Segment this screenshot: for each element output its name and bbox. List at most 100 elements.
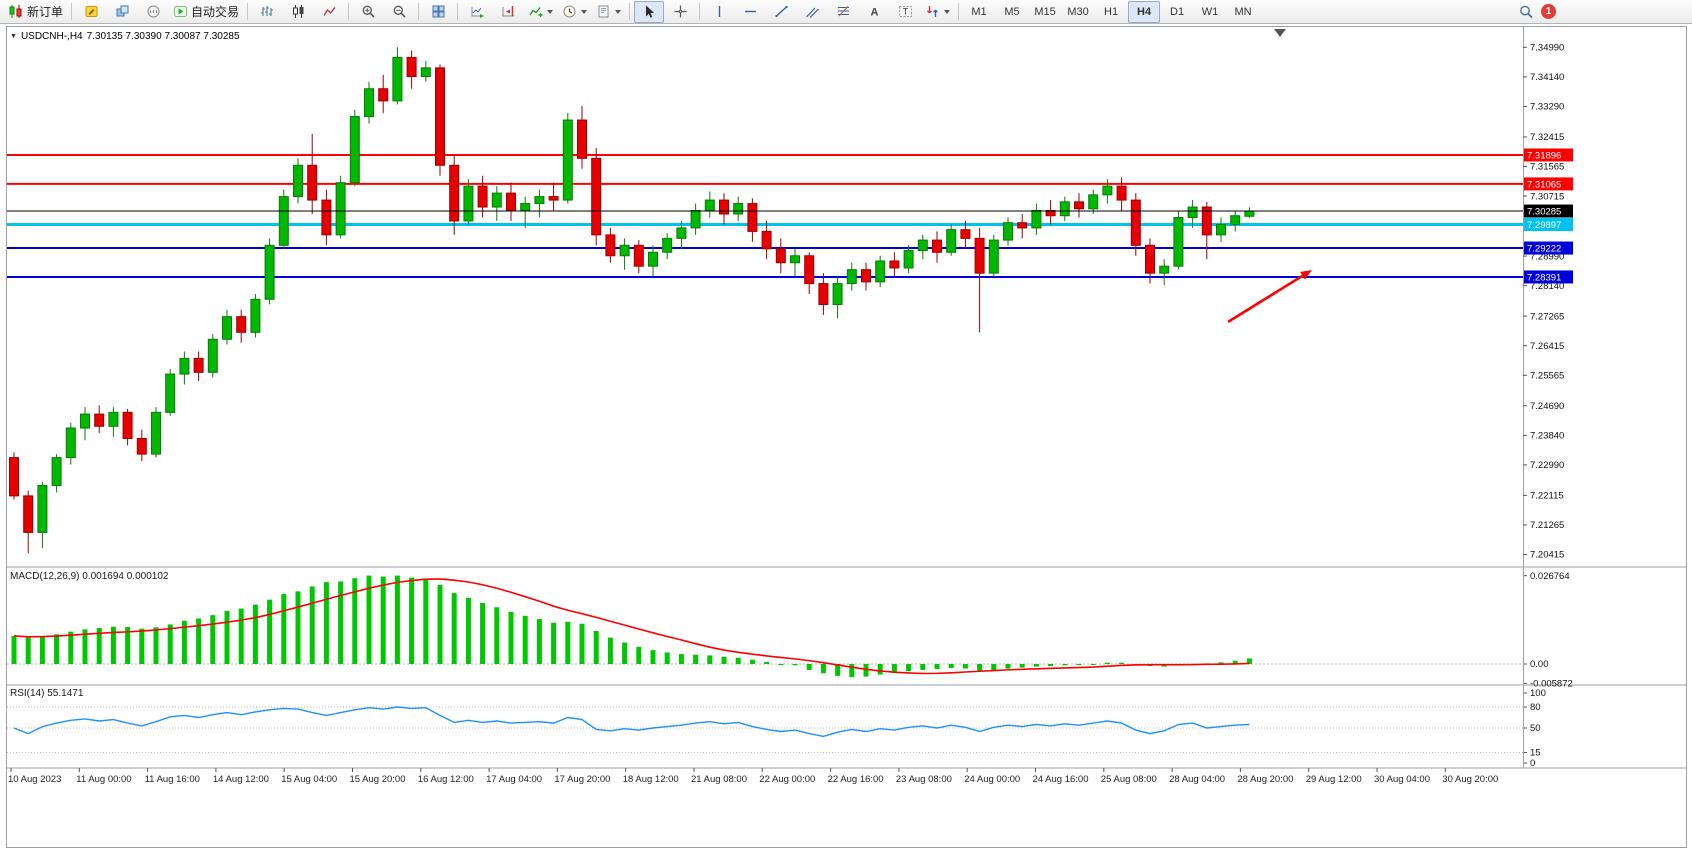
price-axis[interactable] — [1524, 27, 1684, 768]
time-axis-label: 22 Aug 00:00 — [759, 774, 815, 785]
templates-button[interactable] — [592, 1, 625, 23]
time-axis-label: 17 Aug 20:00 — [554, 774, 610, 785]
timeframe-m5-button[interactable]: M5 — [1004, 5, 1020, 18]
price-axis-label: 7.24690 — [1530, 401, 1564, 412]
bar-chart-button[interactable] — [252, 1, 282, 23]
macd-bar — [1019, 664, 1025, 668]
label-icon: T — [898, 4, 913, 19]
time-axis[interactable] — [7, 768, 1686, 790]
macd-bar — [934, 664, 940, 669]
candle — [1230, 210, 1241, 232]
timeframe-m30-button[interactable]: M30 — [1067, 5, 1089, 18]
macd-bar — [409, 577, 415, 664]
autotrading-button[interactable]: 自动交易 — [169, 1, 243, 23]
candle — [960, 220, 971, 249]
chart-shift-button[interactable] — [493, 1, 523, 23]
price-axis-label: 7.34990 — [1530, 43, 1564, 54]
time-axis-label: 22 Aug 16:00 — [828, 774, 884, 785]
metaeditor-button[interactable] — [76, 1, 106, 23]
price-axis-label: 7.27265 — [1530, 311, 1564, 322]
timeframe-mn-button[interactable]: MN — [1234, 5, 1252, 18]
trend-arrow[interactable] — [1227, 270, 1312, 323]
periods-button[interactable] — [558, 1, 591, 23]
candle — [548, 182, 559, 211]
auto-scroll-button[interactable] — [462, 1, 492, 23]
candle — [832, 276, 843, 319]
macd-bar — [820, 664, 826, 674]
candle — [65, 422, 76, 465]
macd-bar — [735, 657, 741, 664]
rsi-axis-label: 50 — [1530, 723, 1541, 734]
metaquotes-button[interactable] — [138, 1, 168, 23]
fibonacci-tool-button[interactable] — [828, 1, 858, 23]
clock-icon — [562, 4, 577, 19]
zoom-out-button[interactable] — [384, 1, 414, 23]
channel-tool-button[interactable] — [797, 1, 827, 23]
rsi-label: RSI(14) 55.1471 — [10, 688, 84, 699]
time-axis-label: 14 Aug 12:00 — [213, 774, 269, 785]
fibonacci-icon — [836, 4, 851, 19]
notification-badge[interactable]: 1 — [1541, 4, 1556, 19]
new-order-icon — [8, 4, 24, 19]
timeframe-w1-button[interactable]: W1 — [1201, 5, 1219, 18]
vertical-line-icon — [712, 4, 727, 19]
rsi-line — [13, 706, 1250, 738]
macd-bar — [863, 664, 869, 677]
candle — [222, 309, 232, 345]
timeframe-m1-button[interactable]: M1 — [971, 5, 987, 18]
chart-shift-marker[interactable] — [1274, 29, 1286, 37]
macd-bar — [792, 664, 798, 666]
panel-splitter[interactable] — [7, 684, 1686, 686]
candle — [9, 452, 19, 500]
search-icon[interactable] — [1518, 4, 1534, 20]
profiles-button[interactable] — [107, 1, 137, 23]
candle — [307, 133, 318, 214]
macd-bar — [1062, 664, 1068, 666]
timeframe-h4-button[interactable]: H4 — [1128, 0, 1161, 23]
panel-splitter[interactable] — [7, 566, 1686, 568]
trendline-tool-button[interactable] — [766, 1, 796, 23]
macd-axis-label: -0.005872 — [1530, 679, 1573, 690]
time-axis-label: 11 Aug 16:00 — [145, 774, 200, 785]
timeframe-m15-button[interactable]: M15 — [1034, 5, 1056, 18]
time-axis-label: 10 Aug 2023 — [8, 774, 61, 785]
zoom-in-icon — [361, 4, 376, 19]
vertical-line-tool-button[interactable] — [704, 1, 734, 23]
candle — [719, 193, 729, 225]
candle — [619, 238, 630, 270]
candle — [932, 231, 942, 263]
text-tool-button[interactable]: A — [859, 1, 889, 23]
macd-bar — [96, 628, 102, 664]
candle — [974, 227, 985, 333]
candle — [1059, 196, 1070, 221]
time-axis-label: 16 Aug 12:00 — [418, 774, 474, 785]
macd-bar — [494, 607, 500, 664]
time-axis-label: 15 Aug 04:00 — [281, 774, 337, 785]
candlestick-chart-button[interactable] — [283, 1, 313, 23]
label-tool-button[interactable]: T — [890, 1, 920, 23]
macd-bar — [352, 578, 358, 664]
new-order-button[interactable]: 新订单 — [4, 1, 67, 23]
zoom-in-button[interactable] — [353, 1, 383, 23]
price-tag-7.30285: 7.30285 — [1524, 204, 1573, 218]
candle — [293, 158, 303, 204]
timeframe-d1-button[interactable]: D1 — [1170, 5, 1185, 18]
tile-windows-button[interactable] — [423, 1, 453, 23]
macd-signal-line — [13, 578, 1250, 675]
svg-text:7.31896: 7.31896 — [1527, 150, 1561, 161]
crosshair-button[interactable] — [665, 1, 695, 23]
trendline-icon — [774, 4, 789, 19]
collapse-icon[interactable]: ▼ — [10, 33, 17, 40]
horizontal-line-tool-button[interactable] — [735, 1, 765, 23]
indicators-button[interactable] — [524, 1, 557, 23]
arrows-tool-button[interactable] — [921, 1, 954, 23]
cursor-button[interactable] — [634, 0, 665, 23]
candle — [349, 109, 360, 187]
timeframe-h1-button[interactable]: H1 — [1104, 5, 1119, 18]
candle — [988, 234, 999, 277]
macd-bar — [1232, 660, 1238, 664]
line-chart-button[interactable] — [314, 1, 344, 23]
macd-bar — [167, 624, 173, 664]
candle — [94, 405, 105, 434]
